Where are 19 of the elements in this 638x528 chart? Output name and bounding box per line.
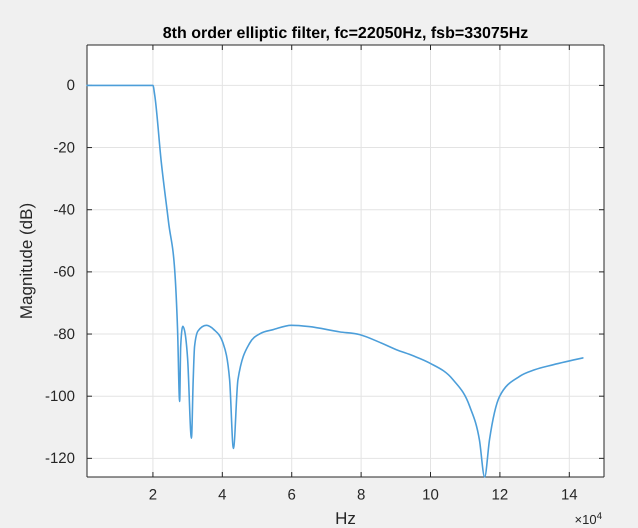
x-tick-label: 12 bbox=[492, 486, 508, 504]
chart-title: 8th order elliptic filter, fc=22050Hz, fsb=33075Hz bbox=[162, 25, 528, 42]
x-tick-label: 2 bbox=[148, 486, 158, 504]
y-tick-label: -40 bbox=[53, 202, 75, 219]
line-series bbox=[86, 84, 584, 478]
text: ×10$^{4}$ bbox=[574, 510, 603, 527]
y-tick-label: -80 bbox=[53, 326, 75, 343]
x-tick-label: 6 bbox=[288, 486, 296, 504]
y-axis-title: Magnitude (dB) bbox=[17, 202, 36, 320]
x-tick-label: 8 bbox=[356, 486, 366, 504]
x-axis-title: Hz bbox=[335, 509, 356, 528]
y-tick-label: -120 bbox=[44, 450, 75, 468]
y-tick-label: -20 bbox=[53, 139, 75, 156]
y-tick-label: -100 bbox=[44, 388, 75, 405]
x-tick-label: 10 bbox=[422, 486, 439, 504]
y-tick-label: 0 bbox=[66, 77, 75, 94]
x-tick-label: 14 bbox=[560, 486, 578, 504]
y-tick-label: -60 bbox=[53, 264, 75, 281]
x-tick-label: 4 bbox=[218, 486, 226, 504]
